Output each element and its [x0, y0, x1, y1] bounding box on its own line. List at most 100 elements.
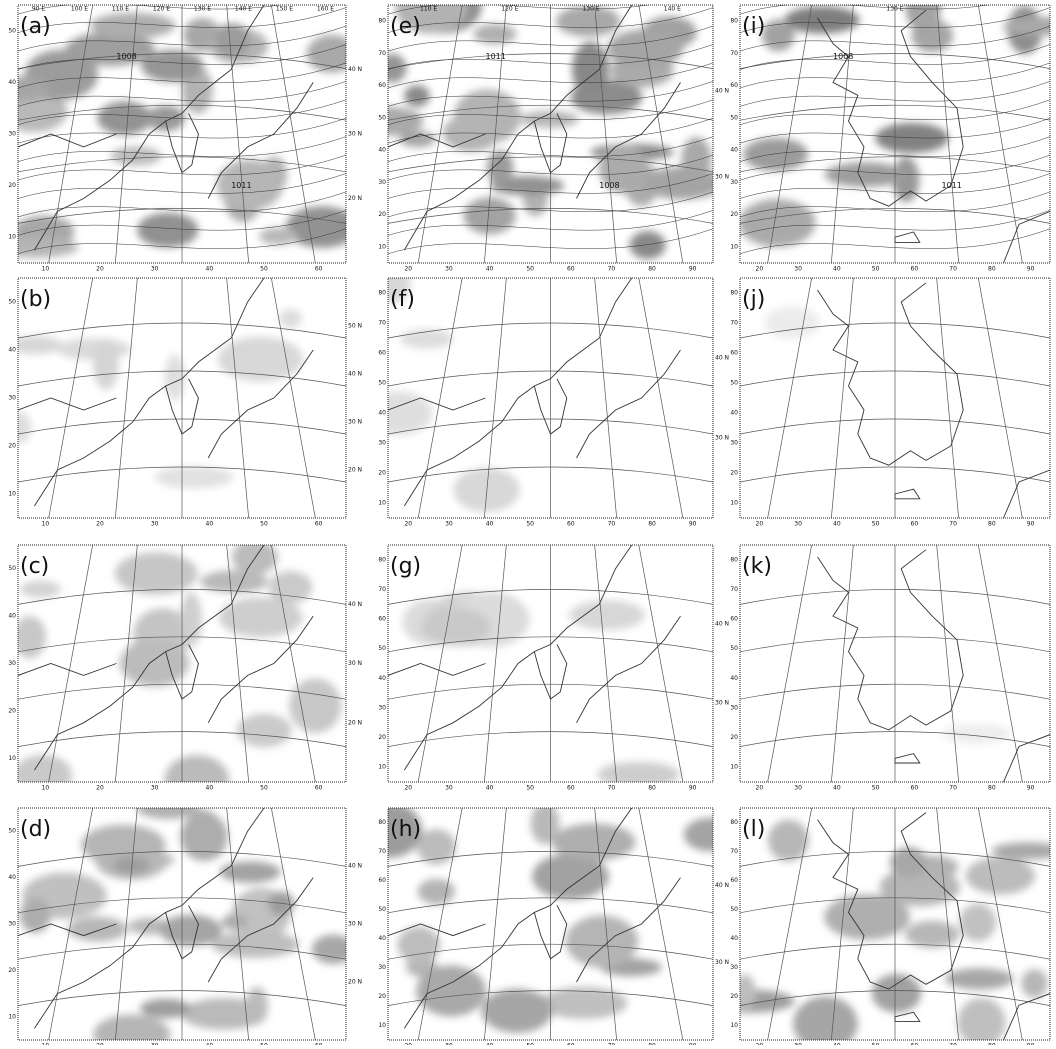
- isobar-label: 1008: [833, 52, 853, 61]
- y-tick-label: 50: [730, 645, 738, 652]
- y-tick-label: 30: [378, 964, 386, 971]
- y-tick-label: 40: [730, 410, 738, 417]
- x-tick-label: 50: [872, 266, 880, 273]
- panel-content: [0, 0, 358, 263]
- y-tick-label: 20: [378, 993, 386, 1000]
- y-tick-label: 20: [8, 707, 16, 714]
- lat-tick-label: 30 N: [348, 660, 362, 667]
- x-tick-label: 30: [794, 785, 802, 792]
- precip-shade: [180, 812, 227, 861]
- y-tick-label: 50: [8, 299, 16, 306]
- y-tick-label: 60: [730, 877, 738, 884]
- y-tick-label: 10: [730, 243, 738, 250]
- x-tick-label: 80: [988, 521, 996, 528]
- precip-shade: [1021, 969, 1048, 998]
- map-panel: (l)20304050607080908070605040302010: [706, 808, 1056, 1045]
- lon-tick-label: 110 E: [420, 6, 437, 13]
- panel-label: (j): [742, 287, 765, 312]
- lat-tick-label: 40 N: [348, 863, 362, 870]
- panel-content: [18, 799, 355, 1045]
- lat-tick-label: 50 N: [348, 323, 362, 330]
- precip-shade: [421, 608, 490, 646]
- panel-content: [363, 264, 713, 518]
- isobar-label: 1011: [231, 181, 251, 190]
- panel-content: [388, 545, 713, 787]
- precip-shade: [487, 151, 513, 185]
- x-tick-label: 60: [567, 521, 575, 528]
- lat-tick-label: 30 N: [715, 700, 729, 707]
- lat-tick-label: 40 N: [715, 621, 729, 628]
- isobar-label: 1011: [486, 52, 506, 61]
- lon-tick-label: 90 E: [32, 6, 46, 13]
- precip-shade: [872, 974, 921, 1013]
- y-tick-label: 50: [378, 114, 386, 121]
- precip-shade: [748, 208, 815, 224]
- precip-shade: [212, 931, 300, 958]
- x-tick-label: 70: [949, 521, 957, 528]
- x-tick-label: 90: [1027, 785, 1035, 792]
- lat-tick-label: 20 N: [348, 195, 362, 202]
- y-tick-label: 80: [730, 819, 738, 826]
- x-tick-label: 20: [756, 785, 764, 792]
- y-tick-label: 20: [730, 734, 738, 741]
- y-tick-label: 70: [730, 586, 738, 593]
- precip-shade: [312, 935, 355, 964]
- precip-shade: [286, 206, 358, 248]
- precip-shade: [607, 29, 683, 68]
- precip-shade: [155, 466, 234, 488]
- panel-content: [13, 540, 346, 804]
- y-tick-label: 10: [8, 755, 16, 762]
- x-tick-label: 50: [260, 266, 268, 273]
- y-tick-label: 70: [730, 320, 738, 327]
- panel-label: (i): [742, 14, 765, 39]
- y-tick-label: 50: [8, 27, 16, 34]
- isobar-label: 1008: [116, 52, 136, 61]
- precip-shade: [966, 857, 1035, 894]
- y-tick-label: 50: [8, 565, 16, 572]
- y-tick-label: 10: [8, 1013, 16, 1020]
- isobar-label: 1008: [599, 181, 619, 190]
- x-tick-label: 40: [486, 266, 494, 273]
- precip-shade: [165, 755, 229, 804]
- y-tick-label: 20: [378, 211, 386, 218]
- x-tick-label: 90: [1027, 521, 1035, 528]
- x-tick-label: 70: [949, 266, 957, 273]
- precip-shade: [417, 829, 456, 865]
- precip-shade: [825, 162, 906, 187]
- y-tick-label: 80: [730, 556, 738, 563]
- precip-shade: [418, 879, 456, 905]
- x-tick-label: 30: [794, 521, 802, 528]
- x-tick-label: 90: [689, 266, 697, 273]
- y-tick-label: 10: [378, 243, 386, 250]
- precip-shade: [785, 6, 860, 33]
- x-tick-label: 80: [648, 266, 656, 273]
- x-tick-label: 40: [206, 521, 214, 528]
- y-tick-label: 20: [378, 470, 386, 477]
- precip-shade: [56, 338, 131, 359]
- y-tick-label: 30: [378, 704, 386, 711]
- y-tick-label: 30: [730, 179, 738, 186]
- panel-label: (h): [390, 817, 421, 842]
- x-tick-label: 60: [315, 521, 323, 528]
- lat-tick-label: 30 N: [715, 174, 729, 181]
- y-tick-label: 10: [730, 1022, 738, 1029]
- x-tick-label: 10: [42, 521, 50, 528]
- lon-tick-label: 150 E: [276, 6, 293, 13]
- map-panel: (b)102030405060504030201050 N40 N30 N20 …: [5, 278, 362, 528]
- y-tick-label: 30: [8, 921, 16, 928]
- x-tick-label: 30: [445, 785, 453, 792]
- y-tick-label: 30: [8, 395, 16, 402]
- lon-tick-label: 140 E: [235, 6, 252, 13]
- precip-shade: [279, 309, 302, 328]
- precip-shade: [945, 968, 1013, 989]
- panel-label: (d): [20, 817, 51, 842]
- precip-shade: [200, 570, 267, 593]
- y-tick-label: 80: [378, 290, 386, 297]
- precip-shade: [824, 894, 910, 939]
- x-tick-label: 60: [567, 266, 575, 273]
- precip-shade: [137, 213, 198, 248]
- panel-label: (c): [20, 554, 49, 579]
